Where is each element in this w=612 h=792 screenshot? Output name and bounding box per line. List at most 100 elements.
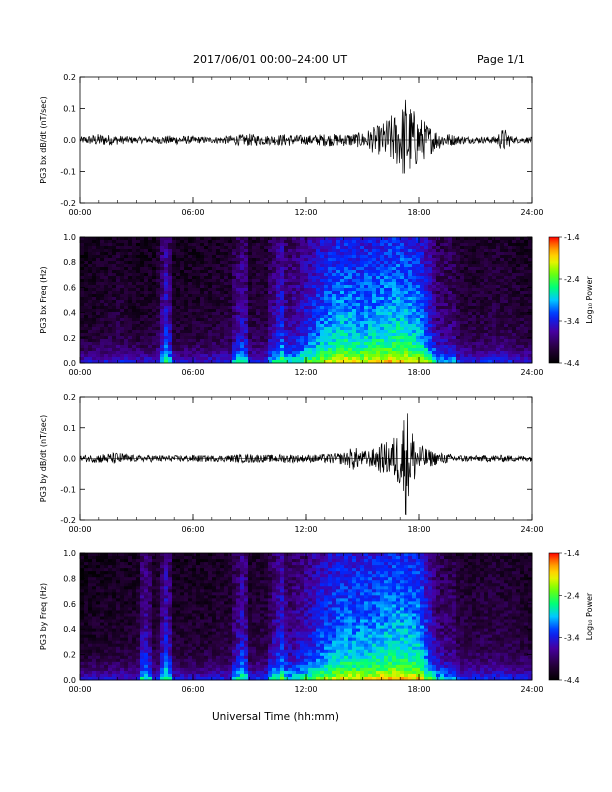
spectrogram-cell (240, 336, 245, 340)
spectrogram-cell (376, 270, 381, 274)
spectrogram-cell (520, 258, 525, 262)
spectrogram-cell (120, 309, 125, 313)
spectrogram-cell (140, 312, 145, 316)
spectrogram-cell (512, 285, 517, 289)
spectrogram-cell (336, 360, 341, 364)
spectrogram-cell (168, 246, 173, 250)
spectrogram-cell (344, 318, 349, 322)
spectrogram-cell (460, 318, 465, 322)
spectrogram-cell (484, 312, 489, 316)
spectrogram-cell (292, 270, 297, 274)
spectrogram-cell (232, 342, 237, 346)
spectrogram-cell (116, 300, 121, 304)
spectrogram-cell (472, 306, 477, 310)
spectrogram-cell (264, 360, 269, 364)
spectrogram-cell (128, 246, 133, 250)
spectrogram-cell (212, 357, 217, 361)
spectrogram-cell (168, 285, 173, 289)
spectrogram-cell (212, 249, 217, 253)
spectrogram-cell (400, 252, 405, 256)
spectrogram-cell (228, 240, 233, 244)
spectrogram-cell (340, 297, 345, 301)
spectrogram-cell (376, 300, 381, 304)
spectrogram-cell (316, 273, 321, 277)
spectrogram-cell (100, 273, 105, 277)
spectrogram-cell (300, 339, 305, 343)
spectrogram-cell (424, 312, 429, 316)
spectrogram-cell (376, 282, 381, 286)
spectrogram-cell (140, 282, 145, 286)
spectrogram-cell (488, 264, 493, 268)
spectrogram-cell (128, 252, 133, 256)
spectrogram-cell (416, 273, 421, 277)
spectrogram-cell (500, 318, 505, 322)
spectrogram-cell (276, 312, 281, 316)
spectrogram-cell (152, 249, 157, 253)
spectrogram-cell (92, 273, 97, 277)
spectrogram-cell (200, 243, 205, 247)
spectrogram-cell (128, 294, 133, 298)
spectrogram-cell (220, 342, 225, 346)
spectrogram-cell (344, 315, 349, 319)
spectrogram-cell (180, 351, 185, 355)
spectrogram-cell (320, 294, 325, 298)
spectrogram-cell (136, 282, 141, 286)
spectrogram-cell (496, 309, 501, 313)
spectrogram-cell (228, 297, 233, 301)
spectrogram-cell (288, 354, 293, 358)
spectrogram-cell (408, 240, 413, 244)
spectrogram-cell (512, 288, 517, 292)
spectrogram-cell (204, 345, 209, 349)
spectrogram-cell (240, 312, 245, 316)
spectrogram-cell (196, 360, 201, 364)
spectrogram-cell (240, 237, 245, 241)
spectrogram-cell (268, 351, 273, 355)
spectrogram-cell (424, 261, 429, 265)
spectrogram-cell (80, 279, 85, 283)
spectrogram-cell (500, 243, 505, 247)
spectrogram-cell (304, 264, 309, 268)
spectrogram-cell (232, 270, 237, 274)
spectrogram-cell (340, 324, 345, 328)
spectrogram-cell (120, 276, 125, 280)
spectrogram-cell (432, 300, 437, 304)
spectrogram-cell (480, 300, 485, 304)
spectrogram-cell (300, 294, 305, 298)
spectrogram-cell (488, 267, 493, 271)
spectrogram-cell (192, 339, 197, 343)
spectrogram-cell (340, 240, 345, 244)
spectrogram-cell (340, 336, 345, 340)
spectrogram-cell (160, 333, 165, 337)
spectrogram-cell (528, 351, 533, 355)
spectrogram-cell (212, 336, 217, 340)
spectrogram-cell (88, 342, 93, 346)
spectrogram-cell (124, 249, 129, 253)
spectrogram-cell (436, 345, 441, 349)
spectrogram-cell (88, 345, 93, 349)
spectrogram-cell (400, 264, 405, 268)
spectrogram-cell (380, 330, 385, 334)
spectrogram-cell (368, 252, 373, 256)
spectrogram-cell (424, 330, 429, 334)
spectrogram-cell (148, 330, 153, 334)
spectrogram-cell (284, 243, 289, 247)
x-tick-label: 06:00 (181, 368, 204, 377)
spectrogram-cell (128, 342, 133, 346)
spectrogram-cell (452, 333, 457, 337)
spectrogram-cell (320, 327, 325, 331)
spectrogram-cell (152, 276, 157, 280)
spectrogram-cell (344, 240, 349, 244)
spectrogram-cell (496, 354, 501, 358)
spectrogram-cell (496, 333, 501, 337)
spectrogram-cell (160, 267, 165, 271)
spectrogram-cell (372, 267, 377, 271)
spectrogram-cell (428, 249, 433, 253)
spectrogram-cell (508, 291, 513, 295)
spectrogram-cell (380, 255, 385, 259)
spectrogram-cell (480, 315, 485, 319)
spectrogram-cell (252, 288, 257, 292)
spectrogram-cell (480, 330, 485, 334)
spectrogram-cell (520, 288, 525, 292)
spectrogram-cell (472, 300, 477, 304)
spectrogram-cell (264, 303, 269, 307)
